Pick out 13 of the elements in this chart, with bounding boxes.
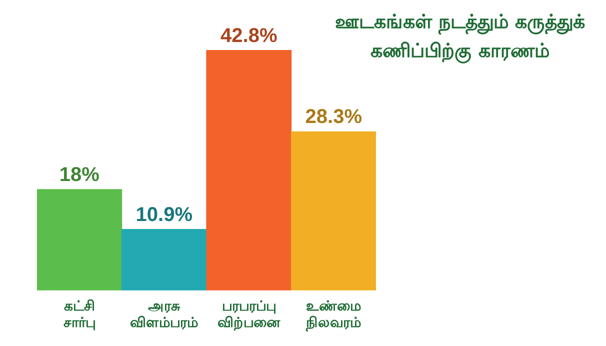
data-label: 18%	[59, 164, 100, 186]
x-tick-label: கட்சி சார்பு	[63, 298, 96, 332]
bar	[37, 189, 122, 290]
x-tick-label: பரபரப்பு விற்பனை	[217, 298, 280, 332]
x-tick-label: அரசு விளம்பரம்	[130, 298, 198, 332]
bar	[206, 50, 292, 290]
data-label: 42.8%	[220, 24, 278, 47]
x-tick-label: உண்மை நிலவரம்	[305, 298, 362, 332]
bar	[290, 131, 376, 290]
data-label: 10.9%	[136, 204, 193, 226]
data-label: 28.3%	[305, 106, 362, 128]
text: ஊடகங்கள் நடத்தும் கருத்துக் கணிப்பிற்கு காரணம்	[334, 10, 586, 66]
bar	[121, 228, 207, 290]
